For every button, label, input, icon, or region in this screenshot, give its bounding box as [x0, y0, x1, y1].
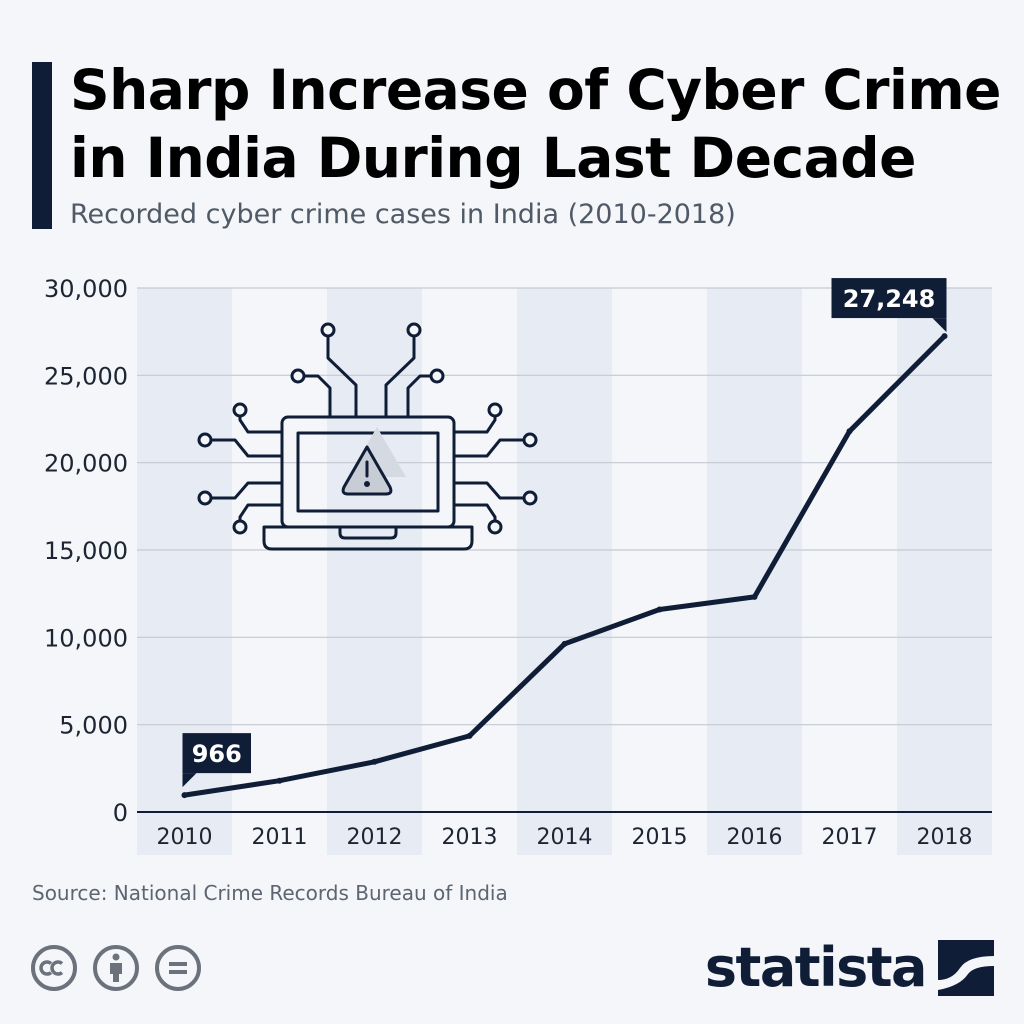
value-callouts: 966 27,248 [182, 278, 947, 788]
data-point-2015 [656, 606, 663, 613]
line-chart: 0 5,000 10,000 15,000 20,000 25,000 30,000 201… [44, 275, 992, 855]
gridlines [137, 287, 992, 813]
y-tick-label: 5,000 [59, 712, 128, 740]
license-icons [30, 944, 202, 992]
data-point-2016 [751, 593, 758, 600]
data-point-2010 [181, 792, 188, 799]
y-tick-label: 15,000 [44, 537, 128, 565]
page-title: Sharp Increase of Cyber Crime in India D… [70, 56, 1001, 192]
no-derivatives-icon[interactable] [154, 944, 202, 992]
column-band-2016 [707, 288, 802, 855]
data-point-2013 [466, 732, 473, 739]
y-axis-ticks: 0 5,000 10,000 15,000 20,000 25,000 30,000 [44, 275, 128, 827]
brand-name: statista [704, 936, 928, 999]
callout-2018: 27,248 [831, 278, 947, 333]
data-point-2012 [371, 758, 378, 765]
x-tick-label-2015: 2015 [632, 825, 688, 850]
x-tick-label-2018: 2018 [917, 825, 973, 850]
laptop-warning-circuit-icon [197, 322, 538, 551]
page-subtitle: Recorded cyber crime cases in India (201… [70, 199, 736, 230]
x-axis-ticks: 2010 2011 2012 2013 2014 2015 2016 2017 2018 [157, 825, 973, 850]
y-tick-label: 0 [113, 799, 128, 827]
attribution-icon[interactable] [92, 944, 140, 992]
column-band-2018 [897, 288, 992, 855]
x-tick-label-2011: 2011 [252, 825, 308, 850]
statista-logo[interactable]: statista [705, 936, 994, 999]
x-tick-label-2012: 2012 [347, 825, 403, 850]
source-note: Source: National Crime Records Bureau of… [32, 881, 508, 905]
column-bands [137, 288, 992, 855]
title-accent-bar [32, 62, 52, 229]
cc-icon[interactable] [30, 944, 78, 992]
y-tick-label: 30,000 [44, 275, 128, 303]
data-point-2011 [276, 777, 283, 784]
x-tick-label-2014: 2014 [537, 825, 593, 850]
callout-2010: 966 [182, 733, 251, 788]
column-band-2014 [517, 288, 612, 855]
x-tick-label-2017: 2017 [822, 825, 878, 850]
y-tick-label: 25,000 [44, 362, 128, 390]
data-point-2018 [941, 333, 948, 340]
x-tick-label-2013: 2013 [442, 825, 498, 850]
data-point-2017 [846, 428, 853, 435]
y-tick-label: 10,000 [44, 624, 128, 652]
y-tick-label: 20,000 [44, 450, 128, 478]
callout-label-2010: 966 [192, 740, 242, 768]
callout-label-2018: 27,248 [843, 285, 936, 313]
title-line-1: Sharp Increase of Cyber Crime [70, 58, 1001, 122]
title-line-2: in India During Last Decade [70, 126, 916, 190]
data-point-2014 [561, 640, 568, 647]
x-tick-label-2016: 2016 [727, 825, 783, 850]
x-tick-label-2010: 2010 [157, 825, 213, 850]
statista-mark-icon [938, 939, 994, 996]
